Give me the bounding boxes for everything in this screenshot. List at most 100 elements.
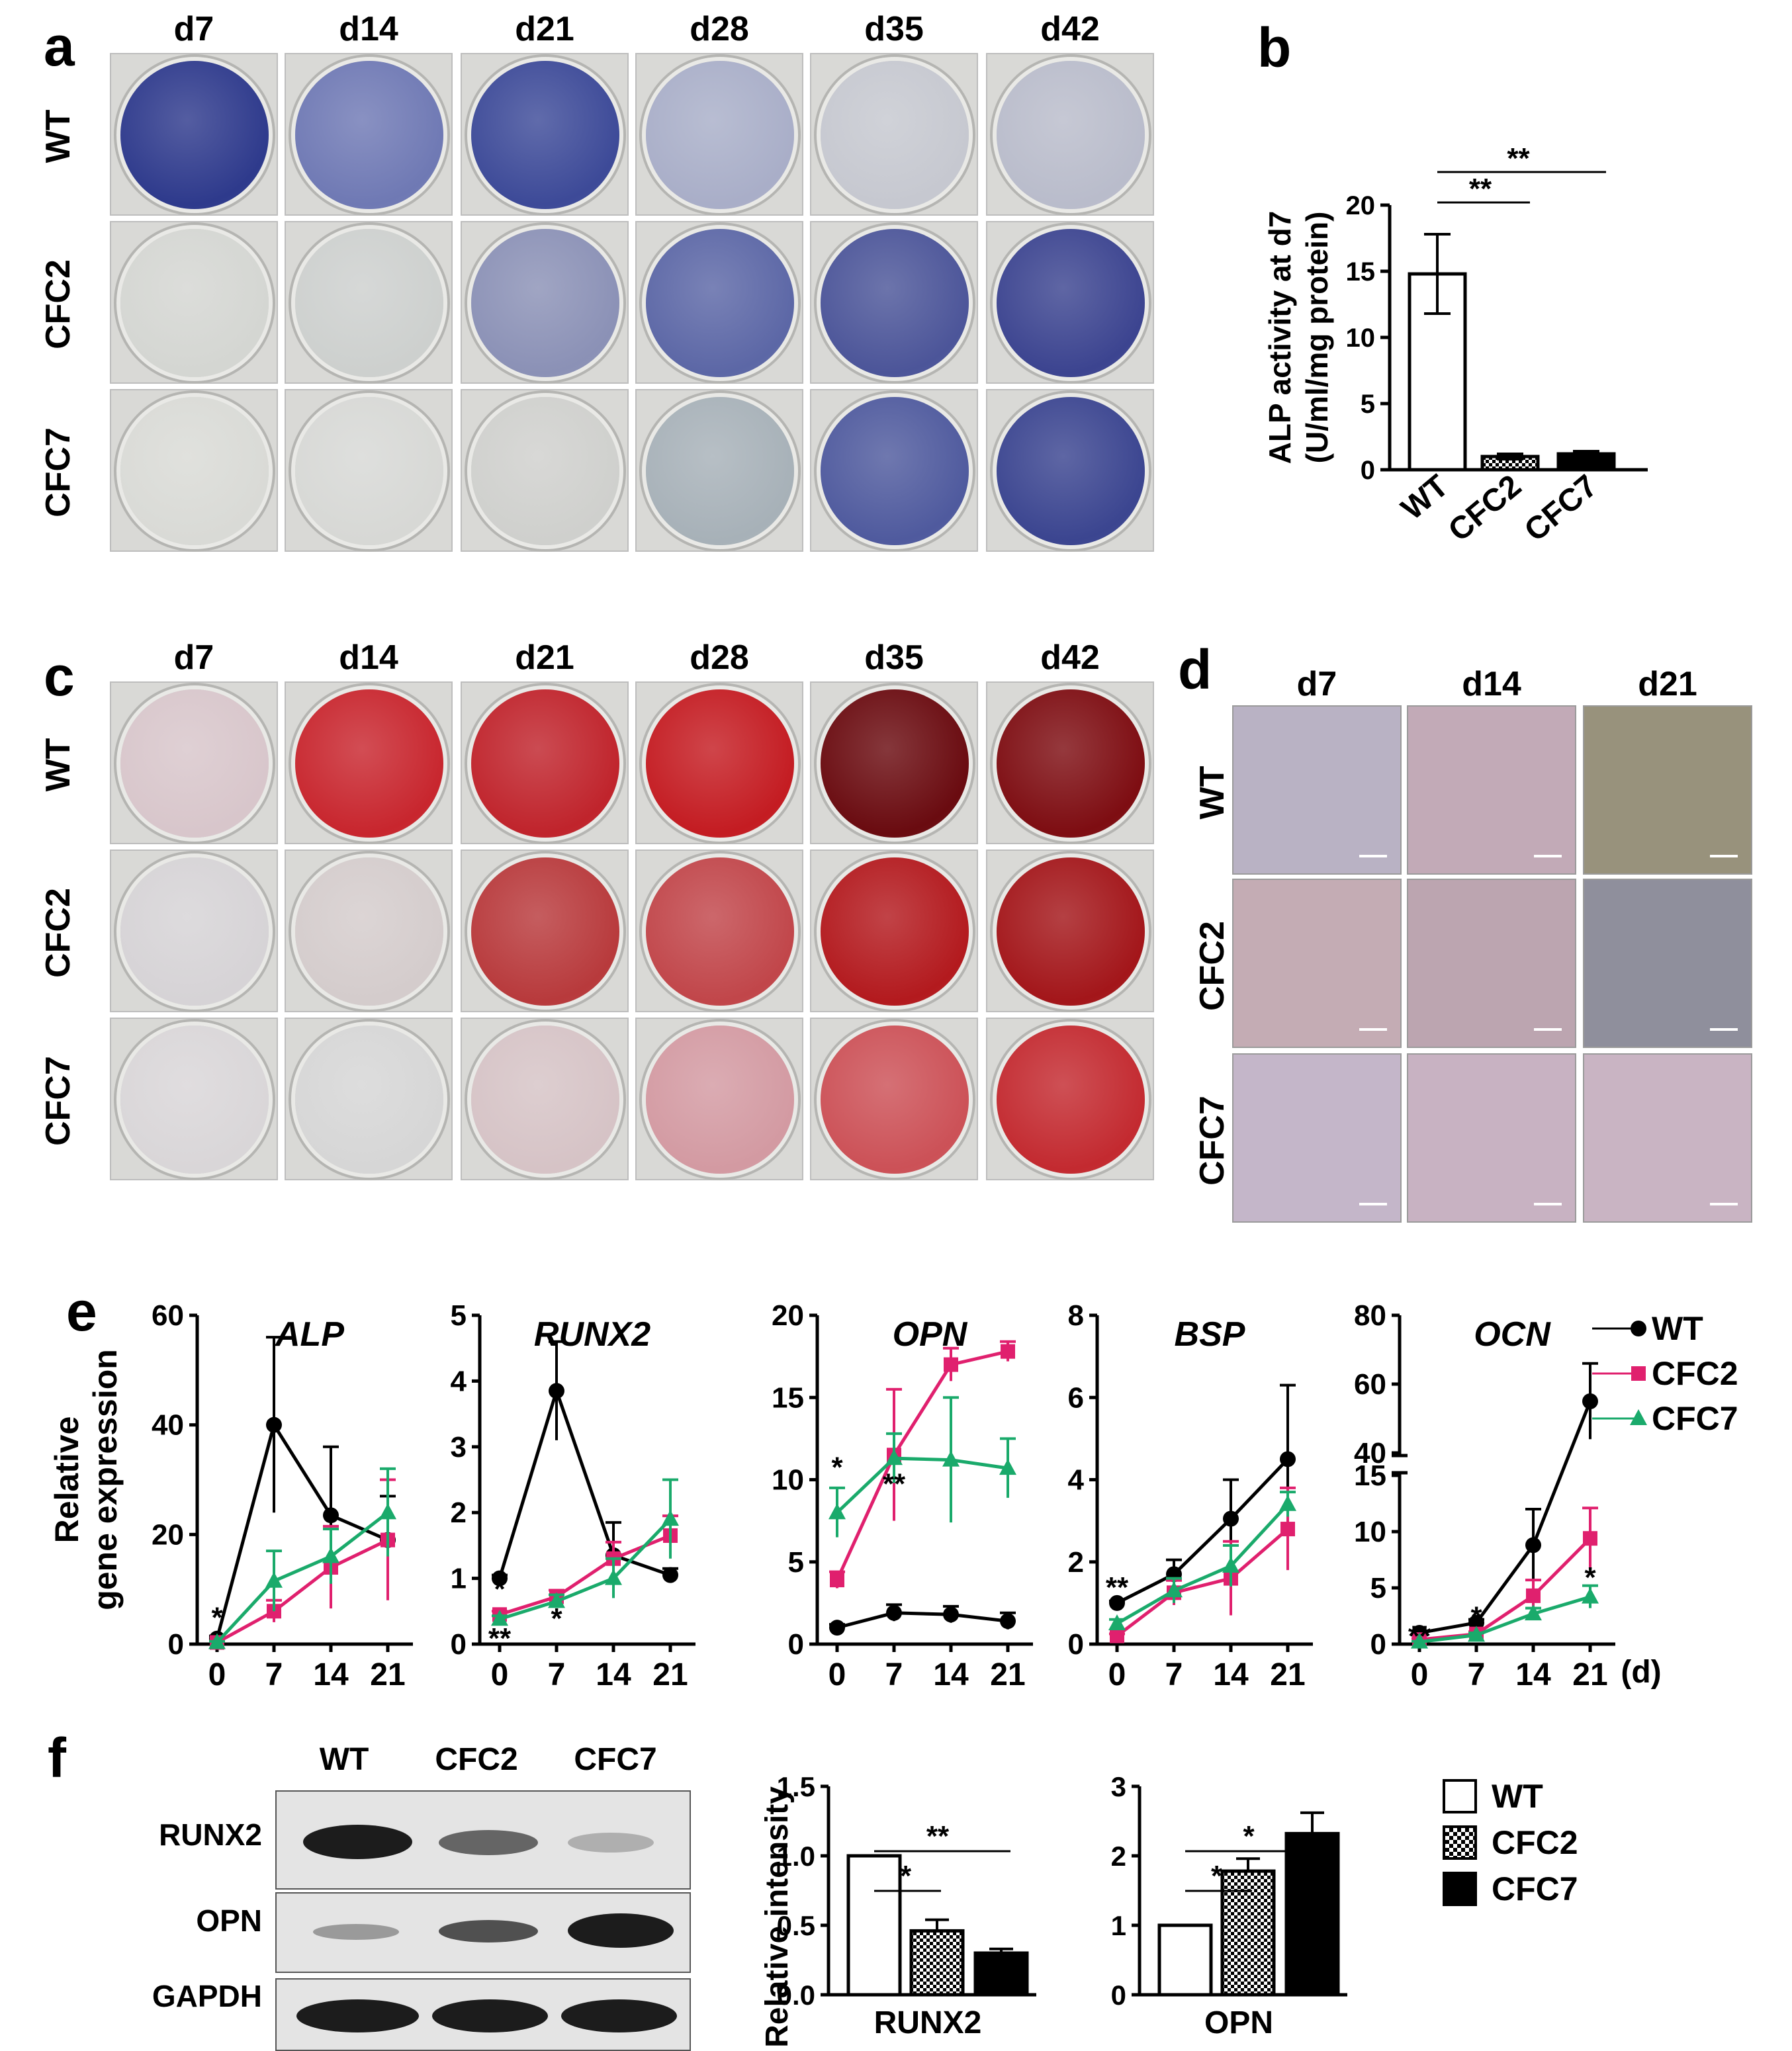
e-point-cfc2 xyxy=(944,1357,958,1372)
e-point-cfc7 xyxy=(322,1547,339,1563)
e-point-wt xyxy=(1280,1451,1296,1467)
e-legend-marker-cfc7 xyxy=(1630,1409,1647,1425)
e-xtick-label: 0 xyxy=(1411,1657,1429,1692)
e-xtick-label: 21 xyxy=(652,1657,688,1692)
alp-dish-wt-d21 xyxy=(471,61,619,209)
ars-row-cfc2: CFC2 xyxy=(39,888,77,978)
alp-day-d28: d28 xyxy=(690,10,749,48)
e-line-cfc7 xyxy=(836,1456,1008,1514)
e-point-cfc2 xyxy=(1001,1344,1015,1359)
b-ytick-label: 0 xyxy=(1361,456,1375,485)
panel-f-relative-intensity-charts: Relative intensity0.00.51.01.5RUNX2***01… xyxy=(760,1771,1347,2048)
e-point-cfc7 xyxy=(1468,1626,1485,1642)
e-ylabel: Relative gene expression xyxy=(48,1349,124,1610)
micro-scalebar-cfc7-d7 xyxy=(1359,1203,1387,1205)
e-line-cfc2 xyxy=(835,1350,1008,1581)
e-xtick-label: 14 xyxy=(313,1657,349,1692)
f-ytick-label: 1.5 xyxy=(777,1771,815,1802)
panel-label-d: d xyxy=(1178,638,1212,701)
e-title-runx2: RUNX2 xyxy=(534,1315,650,1354)
e-line-cfc7 xyxy=(1116,1503,1289,1626)
blot-column-wt: WT xyxy=(319,1742,369,1777)
e-point-wt xyxy=(943,1606,959,1623)
blot-row-gapdh: GAPDH xyxy=(152,1979,262,2013)
e-point-wt xyxy=(1000,1613,1016,1630)
ars-dish-cfc2-d35 xyxy=(821,857,969,1006)
e-point-cfc7 xyxy=(999,1459,1016,1475)
e-chart-bsp: 0 2 4 6 8 0 7 14 21 BSP ** xyxy=(1068,1299,1313,1692)
legend-f-cfc7: CFC7 xyxy=(1443,1870,1578,1908)
blot-strip-gapdh xyxy=(275,1978,691,2051)
e-line-wt xyxy=(1419,1401,1592,1635)
e-ytick-label: 1 xyxy=(451,1563,467,1595)
ars-well-cfc2-d14 xyxy=(285,850,453,1012)
e-point-cfc2 xyxy=(1280,1522,1295,1537)
panel-label-c: c xyxy=(44,645,75,707)
micro-day-d21: d21 xyxy=(1638,665,1697,703)
alp-dish-cfc7-d21 xyxy=(471,397,619,545)
alp-day-d14: d14 xyxy=(339,10,398,48)
b-sig-mark-2: ** xyxy=(1507,142,1530,175)
e-point-cfc7 xyxy=(942,1450,960,1467)
e-annotation: * xyxy=(1584,1561,1596,1594)
panel-label-f: f xyxy=(48,1727,66,1789)
e-xtick-label: 0 xyxy=(1108,1657,1126,1692)
f-bar-cfc2 xyxy=(1220,1869,1276,1997)
e-point-wt xyxy=(549,1383,564,1399)
e-line-wt xyxy=(1116,1458,1289,1605)
ars-row-cfc7: CFC7 xyxy=(39,1056,77,1146)
e-point-wt xyxy=(829,1620,845,1636)
e-point-cfc2 xyxy=(1110,1628,1124,1643)
blot-row-opn: OPN xyxy=(196,1903,262,1938)
panel-label-b: b xyxy=(1257,17,1292,79)
micro-image-cfc7-d21 xyxy=(1583,1053,1752,1223)
band-opn-wt xyxy=(313,1924,399,1940)
ars-dish-cfc7-d42 xyxy=(997,1026,1145,1174)
micro-image-cfc2-d21 xyxy=(1583,879,1752,1048)
micro-scalebar-wt-d21 xyxy=(1710,855,1738,857)
alp-well-wt-d21 xyxy=(461,53,629,216)
e-line-cfc7 xyxy=(1419,1595,1591,1644)
e-xtick-label: 7 xyxy=(1468,1657,1486,1692)
e-point-wt xyxy=(266,1417,282,1433)
e-chart-alp: 0 20 40 60 0 7 14 21 ALP * xyxy=(152,1299,413,1692)
b-ytick-label: 10 xyxy=(1346,324,1376,353)
micro-image-cfc7-d14 xyxy=(1407,1053,1576,1223)
e-legend-marker-cfc2 xyxy=(1631,1366,1646,1381)
e-point-cfc2 xyxy=(1526,1588,1541,1603)
alp-well-cfc7-d14 xyxy=(285,389,453,552)
f-bar-wt xyxy=(1157,1923,1213,1997)
e-xtick-label: 7 xyxy=(548,1657,566,1692)
micro-row-cfc2: CFC2 xyxy=(1193,921,1232,1011)
e-xtick-label: 14 xyxy=(596,1657,631,1692)
e-ytick-label: 5 xyxy=(788,1546,804,1579)
ars-dish-cfc7-d14 xyxy=(295,1026,443,1174)
e-point-cfc7 xyxy=(548,1592,565,1608)
f-bar-cfc2 xyxy=(909,1929,965,1997)
e-ylabel-line1: Relative xyxy=(48,1417,85,1544)
e-annotation: ** xyxy=(1408,1620,1431,1652)
b-ylabel-line2: (U/ml/mg protein) xyxy=(1300,212,1334,464)
band-runx2-cfc2 xyxy=(439,1830,538,1855)
micro-row-wt: WT xyxy=(1193,765,1232,820)
b-sig-mark-1: ** xyxy=(1469,173,1492,205)
ars-dish-cfc2-d42 xyxy=(997,857,1145,1006)
e-xtick-label: 21 xyxy=(1270,1657,1305,1692)
ars-well-cfc7-d21 xyxy=(461,1018,629,1180)
e-point-cfc7 xyxy=(265,1571,283,1588)
e-xtick-label: 14 xyxy=(1515,1657,1551,1692)
alp-dish-cfc7-d14 xyxy=(295,397,443,545)
micro-scalebar-cfc2-d21 xyxy=(1710,1028,1738,1031)
e-point-cfc7 xyxy=(1279,1495,1296,1511)
ars-well-cfc7-d14 xyxy=(285,1018,453,1180)
e-ytick-label: 4 xyxy=(451,1365,467,1397)
e-ytick-label: 60 xyxy=(1354,1368,1386,1401)
legend-f-cfc7-label: CFC7 xyxy=(1492,1870,1578,1907)
ars-dish-cfc7-d35 xyxy=(821,1026,969,1174)
alp-dish-cfc2-d14 xyxy=(295,229,443,377)
b-ytick-label: 5 xyxy=(1361,390,1375,419)
e-annotation: ** xyxy=(488,1622,512,1655)
f-sig-mark-2: ** xyxy=(926,1820,950,1853)
ars-row-wt: WT xyxy=(39,738,77,792)
